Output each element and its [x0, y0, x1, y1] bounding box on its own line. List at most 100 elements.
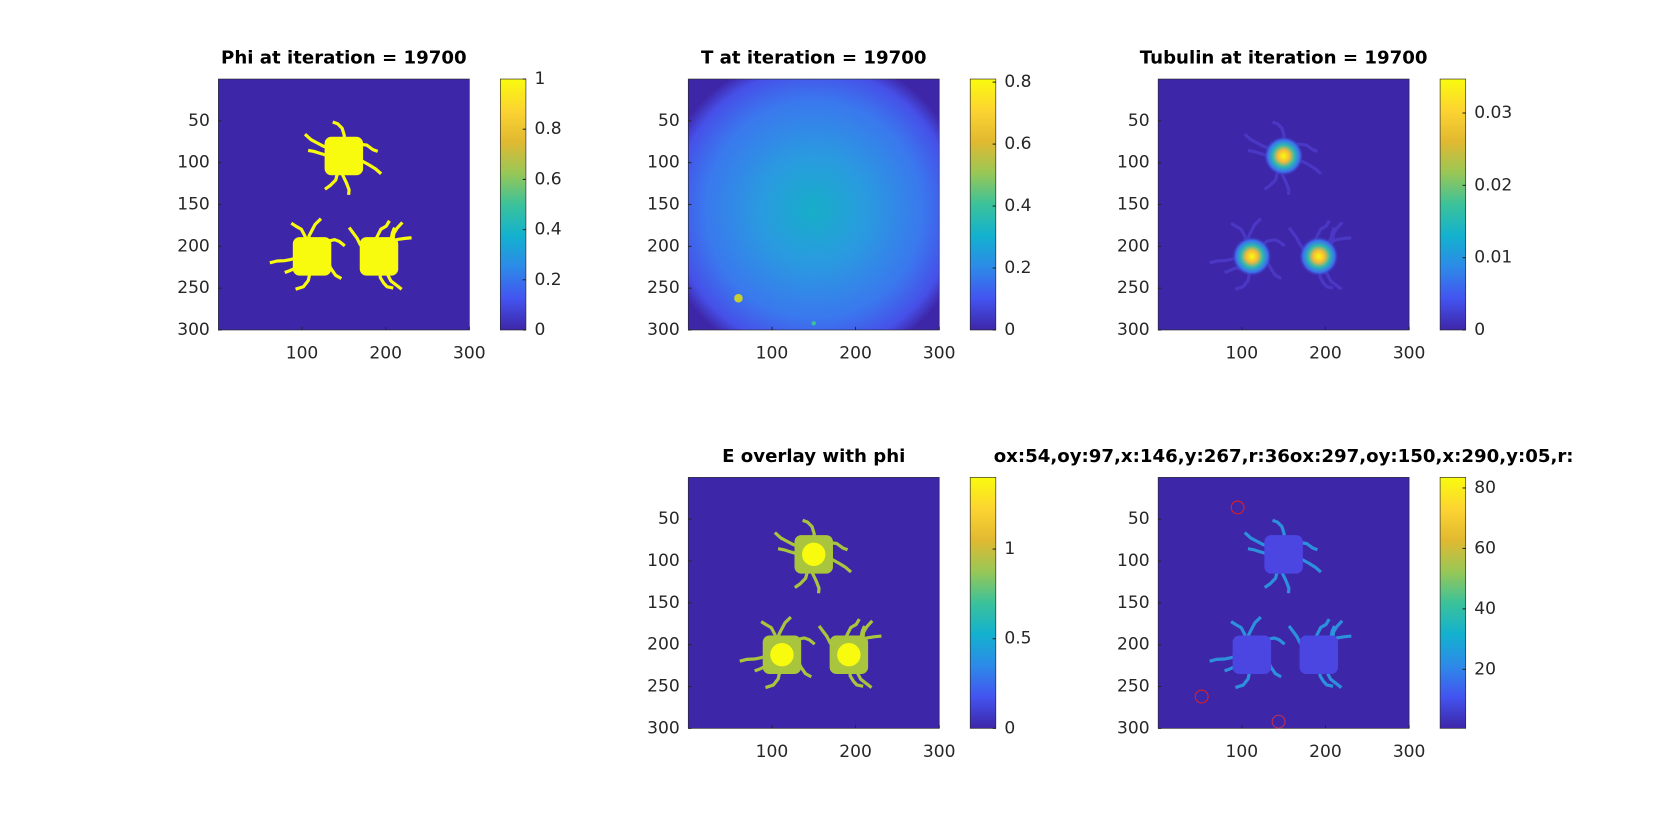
subplot-title: Phi at iteration = 19700 [221, 48, 467, 69]
x-tick-label: 200 [369, 343, 402, 363]
x-tick-label: 300 [1393, 343, 1426, 363]
y-tick-label: 50 [1128, 509, 1150, 529]
tubulin-spot [1231, 236, 1272, 277]
y-tick-label: 50 [1128, 111, 1150, 131]
x-tick-label: 300 [453, 343, 486, 363]
y-tick-label: 300 [177, 320, 210, 340]
y-tick-label: 150 [177, 195, 210, 215]
colorbar-tick-label: 0.2 [534, 270, 561, 290]
x-tick-label: 100 [756, 343, 789, 363]
cell-body [1232, 635, 1272, 674]
hot-spot [811, 321, 816, 326]
y-tick-label: 200 [1117, 236, 1150, 256]
heatmap-image [218, 79, 470, 330]
cell-body [1264, 535, 1303, 574]
y-tick-label: 250 [1117, 278, 1150, 298]
cell-body [1299, 635, 1339, 674]
colorbar-tick-label: 0 [1474, 320, 1485, 340]
y-tick-label: 250 [647, 278, 680, 298]
colorbar-tick-label: 0.01 [1474, 248, 1512, 268]
colorbar [969, 477, 997, 729]
colorbar-tick-label: 0.4 [1004, 196, 1031, 216]
colorbar-tick-label: 0 [1004, 718, 1015, 738]
subplot: ox:54,oy:97,x:146,y:267,r:36ox:297,oy:15… [994, 446, 1574, 762]
x-tick-label: 200 [1309, 742, 1342, 762]
subplot: T at iteration = 19700 100 200 300 50 100 150 2… [647, 48, 1031, 364]
colorbar-tick-label: 0.6 [534, 169, 561, 189]
subplot-title: T at iteration = 19700 [701, 48, 927, 69]
y-tick-label: 200 [1117, 635, 1150, 655]
colorbar-tick-label: 40 [1474, 599, 1496, 619]
colorbar-tick-label: 60 [1474, 538, 1496, 558]
y-tick-label: 100 [177, 153, 210, 173]
y-tick-label: 200 [647, 635, 680, 655]
y-tick-label: 300 [1117, 718, 1150, 738]
image-background [688, 79, 940, 330]
colorbar-tick-label: 0.8 [534, 119, 561, 139]
y-tick-label: 100 [1117, 551, 1150, 571]
x-tick-label: 300 [923, 742, 956, 762]
heatmap-image [1158, 477, 1410, 729]
colorbar-tick-label: 0.2 [1004, 258, 1031, 278]
marker [1230, 500, 1245, 515]
colorbar [969, 78, 997, 331]
colorbar-tick-label: 20 [1474, 659, 1496, 679]
subplot-title: E overlay with phi [722, 446, 905, 467]
heatmap-image [688, 477, 940, 729]
heatmap-image [1158, 79, 1410, 330]
subplot: Phi at iteration = 19700 100 200 300 50 100 15… [177, 48, 561, 364]
y-tick-label: 150 [1117, 593, 1150, 613]
colorbar-tick-label: 0.02 [1474, 175, 1512, 195]
x-tick-label: 200 [1309, 343, 1342, 363]
tubulin-spot [1263, 135, 1304, 177]
cell-core [837, 643, 861, 667]
colorbar [1439, 78, 1467, 331]
colorbar [1439, 477, 1467, 729]
y-tick-label: 100 [647, 153, 680, 173]
y-tick-label: 50 [188, 111, 210, 131]
y-tick-label: 250 [647, 677, 680, 697]
subplot: E overlay with phi 100 200 300 50 100 150 200 25… [647, 446, 1031, 762]
x-tick-label: 100 [1226, 343, 1259, 363]
subplot: Tubulin at iteration = 19700 100 200 300 50 1… [1117, 48, 1512, 364]
y-tick-label: 50 [658, 509, 680, 529]
colorbar-tick-label: 80 [1474, 478, 1496, 498]
y-tick-label: 250 [177, 278, 210, 298]
colorbar-tick-label: 1 [1004, 539, 1015, 559]
y-tick-label: 100 [1117, 153, 1150, 173]
hot-spot [734, 293, 743, 303]
image-background [688, 477, 940, 729]
subplot-title: Tubulin at iteration = 19700 [1140, 48, 1428, 69]
image-background [1158, 79, 1410, 330]
marker [1271, 714, 1286, 729]
colorbar-tick-label: 0 [1004, 320, 1015, 340]
colorbar-tick-label: 1 [534, 69, 545, 89]
y-tick-label: 150 [1117, 195, 1150, 215]
colorbar-tick-label: 0.4 [534, 220, 561, 240]
x-tick-label: 100 [1226, 742, 1259, 762]
image-background [1158, 477, 1410, 729]
tubulin-spot [1298, 236, 1339, 277]
y-tick-label: 150 [647, 195, 680, 215]
marker [1194, 689, 1209, 704]
subplot-title: ox:54,oy:97,x:146,y:267,r:36ox:297,oy:15… [994, 446, 1574, 467]
colorbar-tick-label: 0 [534, 320, 545, 340]
y-tick-label: 200 [177, 236, 210, 256]
x-tick-label: 100 [286, 343, 319, 363]
y-tick-label: 300 [647, 320, 680, 340]
cell-body [324, 136, 364, 176]
y-tick-label: 100 [647, 551, 680, 571]
y-tick-label: 250 [1117, 677, 1150, 697]
colorbar-tick-label: 0.03 [1474, 103, 1512, 123]
cell-core [770, 643, 794, 667]
x-tick-label: 200 [839, 343, 872, 363]
y-tick-label: 300 [1117, 320, 1150, 340]
colorbar-tick-label: 0.5 [1004, 629, 1031, 649]
colorbar-tick-label: 0.8 [1004, 72, 1031, 92]
cell-core [802, 542, 826, 567]
x-tick-label: 200 [839, 742, 872, 762]
x-tick-label: 300 [1393, 742, 1426, 762]
x-tick-label: 300 [923, 343, 956, 363]
